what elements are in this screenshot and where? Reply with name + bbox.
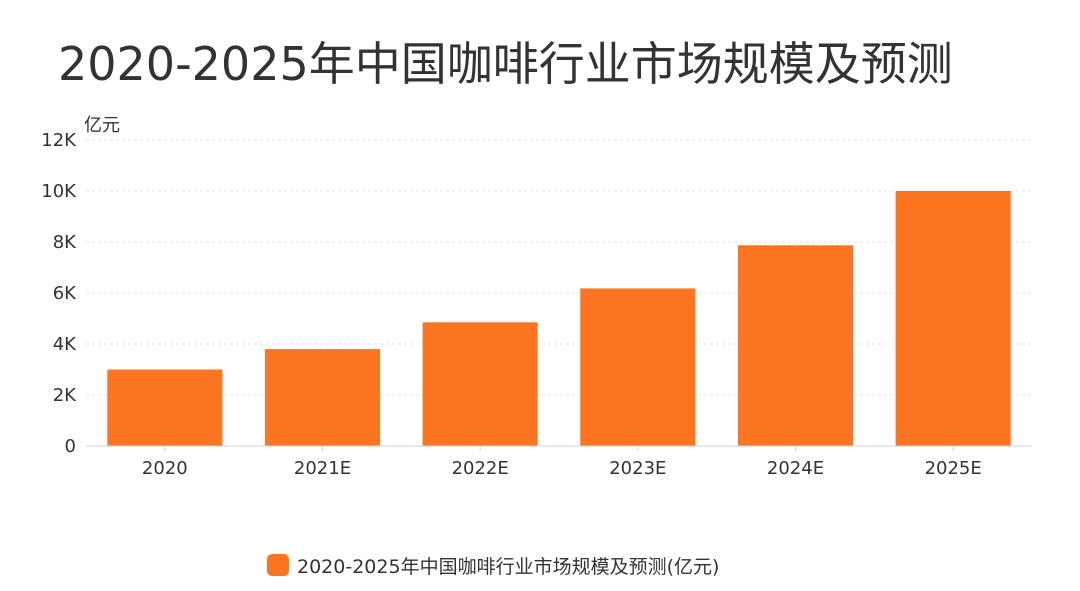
y-tick-label: 6K [53,283,77,304]
bar-2023E[interactable] [580,288,696,446]
x-axis-ticks: 2020 2021E 2022E 2023E 2024E 2025E [142,446,982,479]
legend[interactable]: 2020-2025年中国咖啡行业市场规模及预测(亿元) [267,550,719,580]
bar-2025E[interactable] [895,191,1011,446]
bars [107,191,1011,447]
x-tick-label: 2025E [925,458,982,479]
x-tick-label: 2024E [767,458,824,479]
y-tick-label: 10K [41,181,77,202]
y-tick-label: 12K [41,130,77,151]
bar-2022E[interactable] [422,322,538,446]
y-tick-label: 0 [65,436,76,457]
x-tick-label: 2023E [609,458,666,479]
y-tick-label: 2K [53,385,77,406]
x-tick-label: 2020 [142,458,188,479]
bar-2021E[interactable] [264,349,381,446]
bar-2024E[interactable] [737,245,854,446]
x-tick-label: 2021E [294,458,351,479]
grid-lines [86,139,1032,396]
y-axis-ticks: 0 2K 4K 6K 8K 10K 12K [41,130,77,457]
y-tick-label: 8K [53,232,77,253]
legend-label: 2020-2025年中国咖啡行业市场规模及预测(亿元) [297,555,720,578]
chart-title: 2020-2025年中国咖啡行业市场规模及预测 [58,37,953,91]
legend-swatch [267,554,289,576]
y-tick-label: 4K [53,334,77,355]
y-axis-unit-label: 亿元 [84,115,120,136]
x-tick-label: 2022E [452,458,509,479]
bar-2020[interactable] [107,369,223,447]
